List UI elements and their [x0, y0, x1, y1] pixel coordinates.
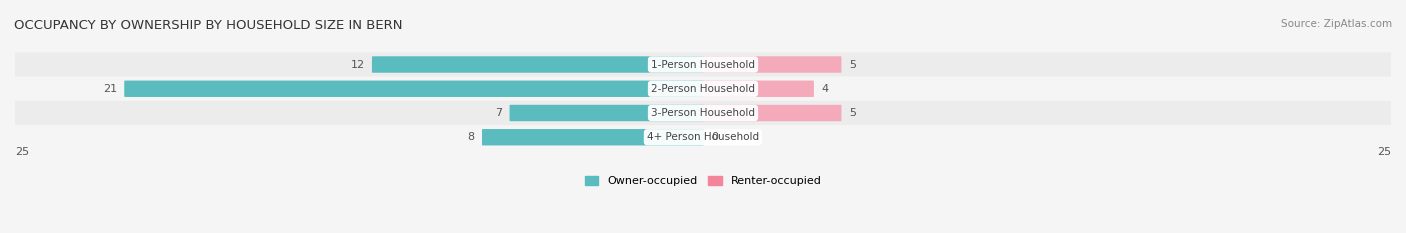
Text: 8: 8 [467, 132, 475, 142]
FancyBboxPatch shape [509, 105, 704, 121]
Text: 12: 12 [350, 59, 364, 69]
FancyBboxPatch shape [373, 56, 704, 73]
FancyBboxPatch shape [702, 81, 814, 97]
Text: 25: 25 [15, 147, 30, 157]
Text: 4+ Person Household: 4+ Person Household [647, 132, 759, 142]
FancyBboxPatch shape [15, 125, 1391, 149]
FancyBboxPatch shape [15, 77, 1391, 101]
Text: 4: 4 [821, 84, 828, 94]
FancyBboxPatch shape [15, 52, 1391, 77]
Text: 7: 7 [495, 108, 502, 118]
Text: 5: 5 [849, 59, 856, 69]
FancyBboxPatch shape [702, 105, 841, 121]
Text: 25: 25 [1376, 147, 1391, 157]
FancyBboxPatch shape [124, 81, 704, 97]
Text: 21: 21 [103, 84, 117, 94]
Legend: Owner-occupied, Renter-occupied: Owner-occupied, Renter-occupied [585, 176, 821, 186]
Text: 5: 5 [849, 108, 856, 118]
Text: 0: 0 [711, 132, 718, 142]
FancyBboxPatch shape [15, 101, 1391, 125]
Text: 1-Person Household: 1-Person Household [651, 59, 755, 69]
Text: 2-Person Household: 2-Person Household [651, 84, 755, 94]
Text: OCCUPANCY BY OWNERSHIP BY HOUSEHOLD SIZE IN BERN: OCCUPANCY BY OWNERSHIP BY HOUSEHOLD SIZE… [14, 19, 402, 32]
Text: 3-Person Household: 3-Person Household [651, 108, 755, 118]
FancyBboxPatch shape [482, 129, 704, 145]
Text: Source: ZipAtlas.com: Source: ZipAtlas.com [1281, 19, 1392, 29]
FancyBboxPatch shape [702, 56, 841, 73]
